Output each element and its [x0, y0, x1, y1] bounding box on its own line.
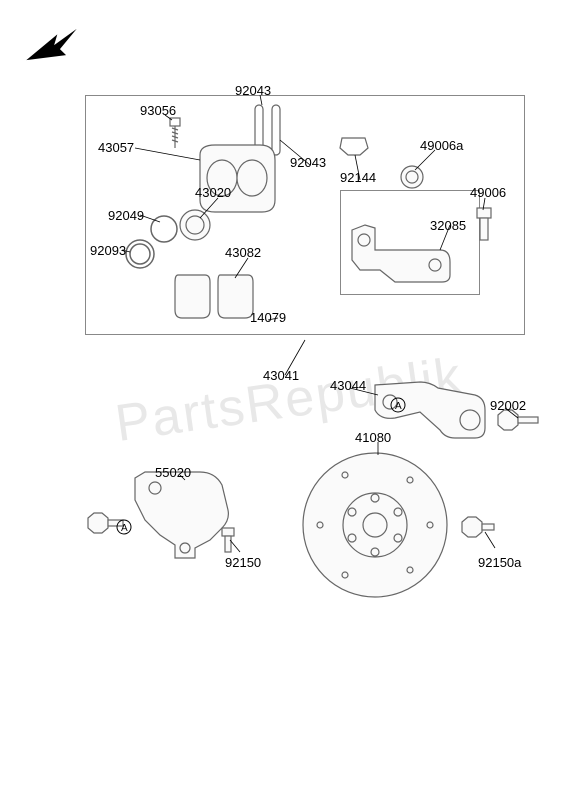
label-92150a: 92150a [478, 555, 521, 570]
label-92002: 92002 [490, 398, 526, 413]
arrow-icon [25, 25, 85, 80]
label-49006a: 49006a [420, 138, 463, 153]
label-92144: 92144 [340, 170, 376, 185]
label-92043-right: 92043 [290, 155, 326, 170]
svg-text:A: A [395, 401, 402, 412]
parts-diagram: PartsRepublik [0, 0, 577, 799]
label-55020: 55020 [155, 465, 191, 480]
label-92150: 92150 [225, 555, 261, 570]
label-92093: 92093 [90, 243, 126, 258]
label-14079: 14079 [250, 310, 286, 325]
label-92049: 92049 [108, 208, 144, 223]
label-43020: 43020 [195, 185, 231, 200]
svg-text:A: A [121, 523, 128, 534]
label-32085: 32085 [430, 218, 466, 233]
label-43044: 43044 [330, 378, 366, 393]
label-43082: 43082 [225, 245, 261, 260]
label-49006: 49006 [470, 185, 506, 200]
label-41080: 41080 [355, 430, 391, 445]
label-43041: 43041 [263, 368, 299, 383]
label-92043-top: 92043 [235, 83, 271, 98]
label-43057: 43057 [98, 140, 134, 155]
label-93056: 93056 [140, 103, 176, 118]
